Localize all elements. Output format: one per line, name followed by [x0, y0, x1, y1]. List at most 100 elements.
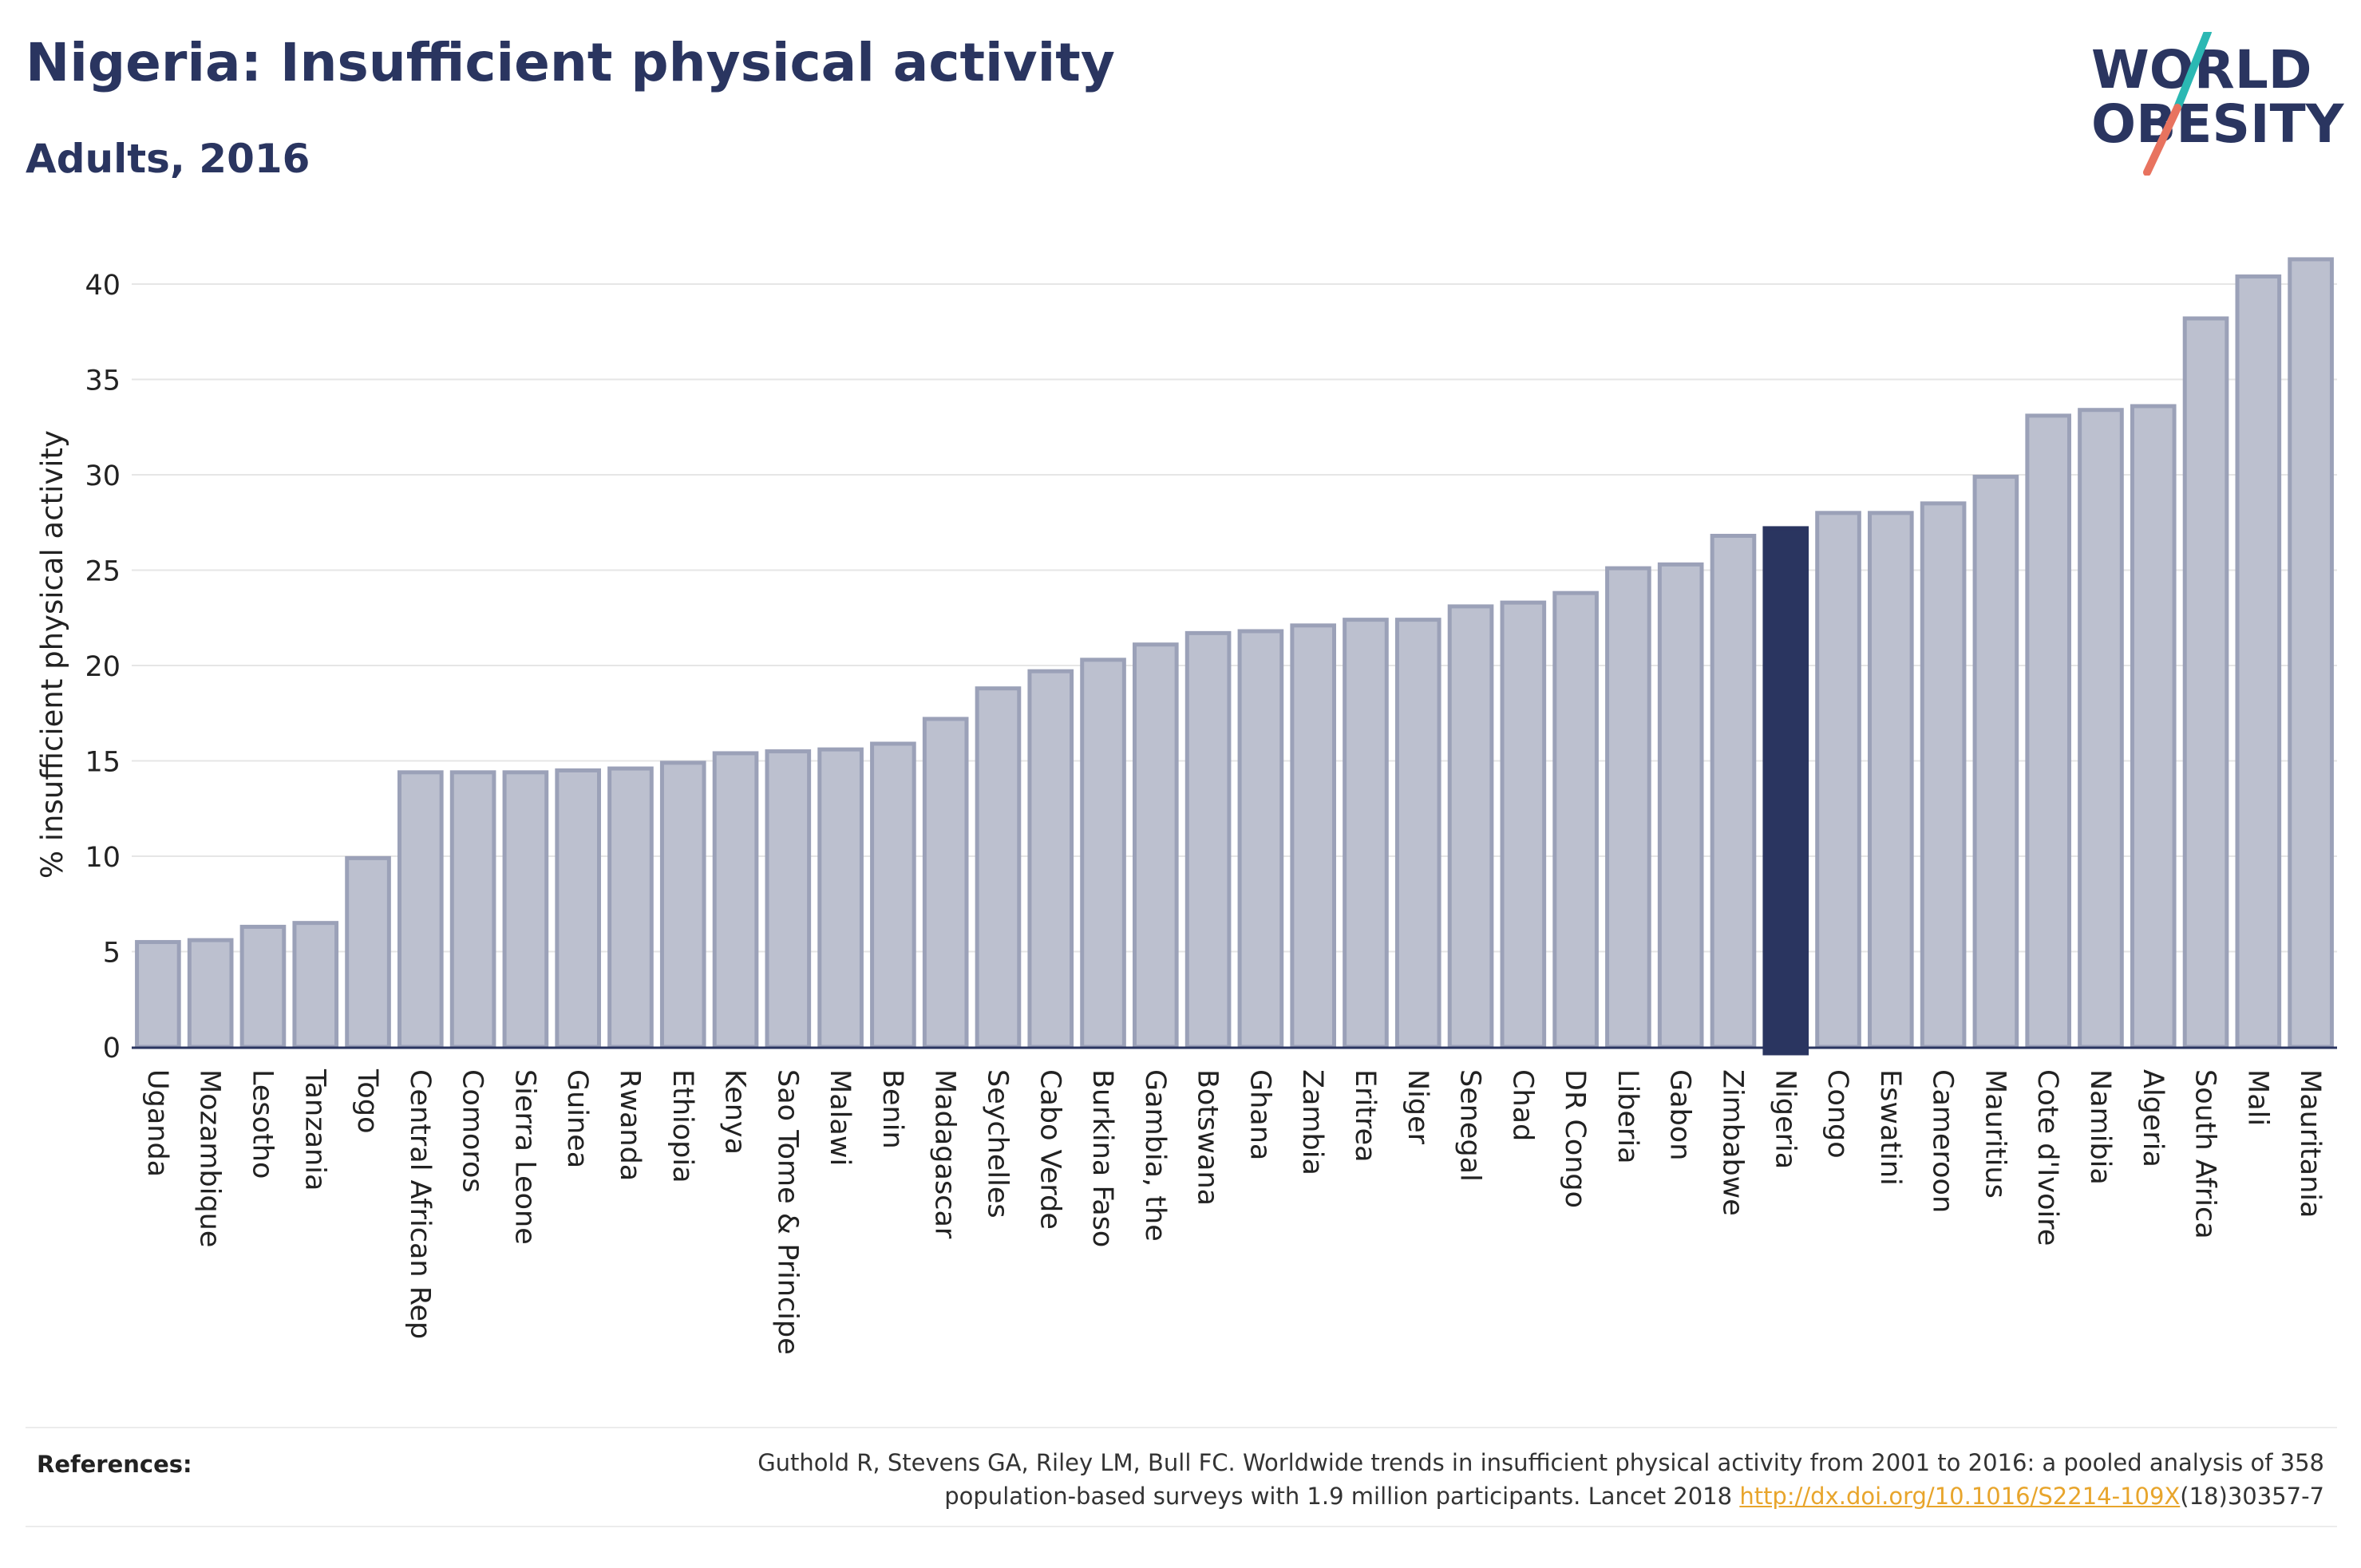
x-tick-label: Seychelles [981, 1069, 1013, 1218]
bar-guinea [555, 768, 601, 1049]
bar-central-african-rep [397, 770, 444, 1049]
x-tick-label: Mauritius [1979, 1069, 2011, 1199]
logo-word-obesity: OBESITY [2091, 93, 2345, 155]
x-tick-label: Gabon [1664, 1069, 1696, 1160]
x-tick-label: DR Congo [1559, 1069, 1591, 1208]
bar-nigeria [1762, 526, 1809, 1056]
x-tick-label: Liberia [1612, 1069, 1643, 1164]
x-tick-label: Lesotho [246, 1069, 278, 1179]
y-axis-ticks: 0 5 10 15 20 25 30 35 40 [85, 270, 121, 1064]
y-tick-label: 10 [85, 842, 121, 874]
bar-mali [2235, 274, 2282, 1049]
bar-seychelles [975, 686, 1022, 1049]
x-tick-label: Cabo Verde [1034, 1069, 1066, 1230]
x-tick-label: Ethiopia [666, 1069, 698, 1183]
bar-malawi [817, 747, 864, 1049]
x-tick-label: Guinea [561, 1069, 593, 1168]
bar-uganda [135, 940, 181, 1049]
bar-madagascar [922, 717, 969, 1049]
bar-ethiopia [659, 760, 706, 1049]
bar-mauritius [1972, 474, 2019, 1049]
x-tick-label: Togo [351, 1068, 383, 1133]
x-tick-label: Senegal [1454, 1069, 1486, 1182]
y-tick-label: 20 [85, 651, 121, 683]
x-tick-label: Nigeria [1769, 1069, 1801, 1169]
bar-eritrea [1343, 618, 1389, 1049]
references-line-1: Guthold R, Stevens GA, Riley LM, Bull FC… [757, 1449, 2324, 1476]
x-tick-label: Benin [876, 1069, 908, 1149]
bar-sao-tome-principe [765, 749, 812, 1049]
y-tick-label: 40 [85, 270, 121, 302]
references-bottom-divider [26, 1526, 2337, 1527]
y-tick-label: 30 [85, 460, 121, 492]
bar-senegal [1447, 604, 1494, 1049]
x-tick-label: Mali [2241, 1069, 2273, 1126]
x-tick-label: Rwanda [614, 1069, 646, 1181]
bar-ghana [1237, 629, 1284, 1049]
x-tick-label: Mauritania [2294, 1069, 2326, 1218]
references-line-2-end: (18)30357-7 [2180, 1483, 2324, 1510]
references-top-divider [26, 1427, 2337, 1428]
y-tick-label: 25 [85, 556, 121, 588]
bar-algeria [2130, 404, 2177, 1049]
x-tick-label: Zambia [1296, 1069, 1328, 1175]
bar-mozambique [187, 938, 234, 1049]
references-line-2-start: population-based surveys with 1.9 millio… [944, 1483, 1740, 1510]
x-tick-label: Burkina Faso [1086, 1069, 1118, 1247]
bar-dr-congo [1552, 590, 1599, 1049]
x-tick-label: Cote d'Ivoire [2031, 1069, 2063, 1246]
bar-cabo-verde [1027, 669, 1074, 1049]
x-tick-label: Congo [1821, 1069, 1853, 1159]
y-tick-label: 5 [103, 938, 121, 970]
references-line-2: population-based surveys with 1.9 millio… [757, 1479, 2324, 1513]
x-tick-label: South Africa [2189, 1069, 2221, 1239]
bar-liberia [1605, 566, 1651, 1049]
bar-chart: 0 5 10 15 20 25 30 35 40 Uganda Mozambique Lesotho… [35, 257, 2337, 1355]
chart-subtitle: Adults, 2016 [26, 136, 310, 182]
bar-burkina-faso [1080, 658, 1126, 1049]
references-label: References: [37, 1451, 192, 1478]
x-tick-label: Niger [1402, 1069, 1434, 1145]
x-axis-ticks: Uganda Mozambique Lesotho Tanzania Togo Centr… [141, 1068, 2326, 1355]
bar-cote-d-ivoire [2025, 413, 2071, 1049]
x-tick-label: Tanzania [299, 1068, 330, 1191]
x-tick-label: Mozambique [194, 1069, 226, 1247]
x-tick-label: Ghana [1244, 1069, 1275, 1160]
bar-lesotho [239, 924, 287, 1049]
x-tick-label: Namibia [2084, 1069, 2116, 1185]
bar-gabon [1657, 562, 1704, 1049]
bars [135, 257, 2334, 1056]
bar-rwanda [607, 766, 654, 1049]
bar-tanzania [292, 921, 339, 1049]
bar-sierra-leone [502, 770, 549, 1049]
x-tick-label: Eritrea [1349, 1069, 1381, 1163]
x-tick-label: Chad [1506, 1069, 1538, 1141]
bar-eswatini [1868, 511, 1914, 1049]
bar-chad [1500, 600, 1547, 1049]
bar-niger [1394, 618, 1442, 1049]
x-tick-label: Eswatini [1874, 1069, 1906, 1186]
y-tick-label: 35 [85, 365, 121, 397]
bar-congo [1815, 511, 1861, 1049]
x-tick-label: Cameroon [1927, 1069, 1959, 1213]
bar-cameroon [1920, 501, 1967, 1049]
y-axis-label: % insufficient physical activity [35, 430, 69, 879]
bar-zimbabwe [1710, 533, 1757, 1049]
x-tick-label: Algeria [2137, 1069, 2169, 1167]
x-tick-label: Comoros [457, 1069, 488, 1193]
doi-link[interactable]: http://dx.doi.org/10.1016/S2214-109X [1739, 1483, 2181, 1510]
x-tick-label: Botswana [1192, 1069, 1224, 1206]
grid-lines [132, 283, 2337, 953]
y-tick-label: 15 [85, 747, 121, 779]
bar-namibia [2078, 408, 2124, 1049]
bar-benin [870, 741, 916, 1049]
logo-slash-teal-icon [2173, 32, 2212, 112]
x-tick-label: Madagascar [929, 1069, 961, 1239]
x-tick-label: Sierra Leone [508, 1069, 540, 1245]
bar-comoros [449, 770, 496, 1049]
x-tick-label: Zimbabwe [1716, 1069, 1748, 1216]
y-tick-label: 0 [103, 1033, 121, 1064]
chart-title: Nigeria: Insufficient physical activity [26, 32, 1115, 93]
references-text: Guthold R, Stevens GA, Riley LM, Bull FC… [757, 1446, 2324, 1513]
x-tick-label: Central African Rep [404, 1069, 436, 1339]
